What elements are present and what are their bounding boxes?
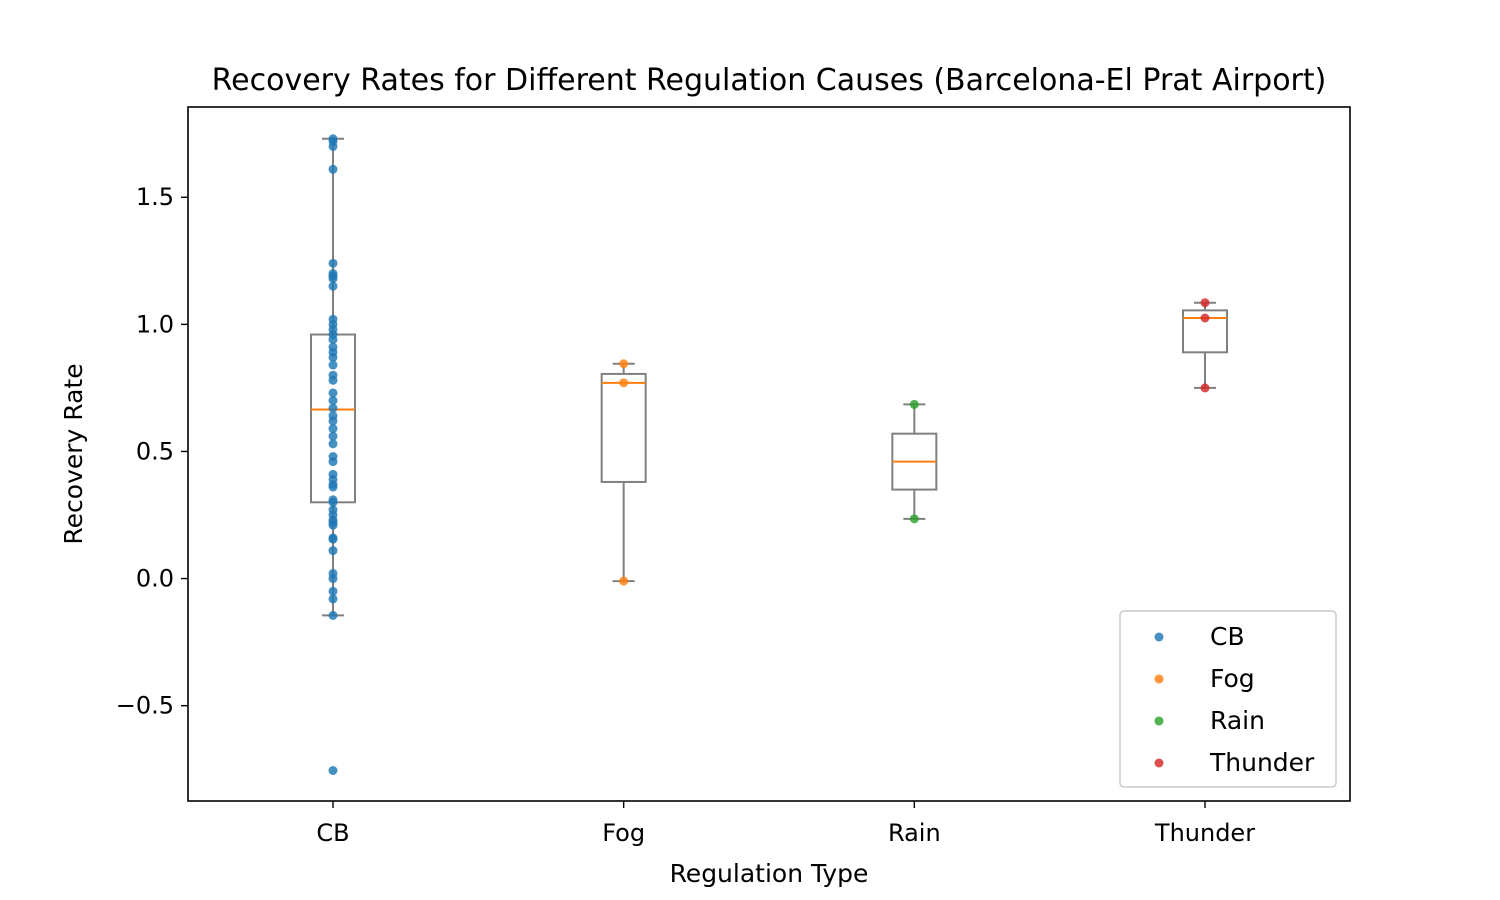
x-tick-label: CB	[316, 819, 349, 847]
data-point	[1200, 383, 1210, 393]
data-point	[328, 765, 338, 775]
data-point	[328, 610, 338, 620]
data-point	[328, 457, 338, 467]
legend-label-cb: CB	[1210, 622, 1245, 651]
y-axis: −0.5 0.0 0.5 1.0 1.5	[116, 183, 188, 720]
x-axis-label: Regulation Type	[670, 859, 869, 888]
chart-title: Recovery Rates for Different Regulation …	[212, 63, 1327, 98]
legend-marker-thunder	[1154, 758, 1164, 768]
data-point	[328, 574, 338, 584]
data-point	[1200, 298, 1210, 308]
legend-box	[1119, 610, 1337, 788]
data-point	[328, 141, 338, 151]
data-point	[909, 399, 919, 409]
box-rain	[891, 399, 938, 524]
y-tick-label: 1.5	[136, 183, 174, 211]
y-tick-label: −0.5	[116, 692, 174, 720]
data-point	[328, 416, 338, 426]
data-point	[328, 352, 338, 362]
data-point	[328, 546, 338, 556]
legend-label-thunder: Thunder	[1209, 748, 1315, 777]
data-point	[328, 534, 338, 544]
data-point	[328, 431, 338, 441]
data-point	[328, 594, 338, 604]
data-point	[328, 497, 338, 507]
legend: CB Fog Rain Thunder	[1119, 610, 1337, 788]
box-fog	[600, 359, 647, 586]
data-point	[328, 586, 338, 596]
data-point	[328, 403, 338, 413]
box-thunder	[1182, 298, 1228, 393]
y-axis-label: Recovery Rate	[59, 363, 88, 544]
legend-label-rain: Rain	[1210, 706, 1265, 735]
data-point	[619, 359, 629, 369]
data-point	[619, 378, 629, 388]
data-point	[328, 520, 338, 530]
iqr-box	[1182, 309, 1228, 354]
data-point	[328, 482, 338, 492]
y-tick-label: 1.0	[136, 310, 174, 338]
data-point	[328, 335, 338, 345]
data-point	[328, 274, 338, 284]
x-tick-label: Thunder	[1154, 819, 1255, 847]
data-point	[328, 164, 338, 174]
data-point	[328, 439, 338, 449]
data-point	[328, 360, 338, 370]
data-point	[619, 576, 629, 586]
data-point	[909, 514, 919, 524]
legend-marker-fog	[1154, 674, 1164, 684]
axes-frame	[187, 106, 1351, 802]
legend-label-fog: Fog	[1210, 664, 1255, 693]
y-tick-label: 0.5	[136, 437, 174, 465]
box-cb	[310, 134, 356, 775]
data-point	[328, 281, 338, 291]
x-tick-label: Rain	[888, 819, 941, 847]
data-point	[328, 258, 338, 268]
data-point	[328, 388, 338, 398]
iqr-box	[600, 372, 647, 483]
data-point	[328, 424, 338, 434]
data-point	[328, 375, 338, 385]
legend-marker-cb	[1154, 632, 1164, 642]
plot-content	[310, 134, 1228, 775]
legend-marker-rain	[1154, 716, 1164, 726]
x-axis: CB Fog Rain Thunder	[316, 801, 1255, 847]
data-point	[1200, 313, 1210, 323]
data-point	[328, 396, 338, 406]
x-tick-label: Fog	[602, 819, 645, 847]
y-tick-label: 0.0	[136, 565, 174, 593]
